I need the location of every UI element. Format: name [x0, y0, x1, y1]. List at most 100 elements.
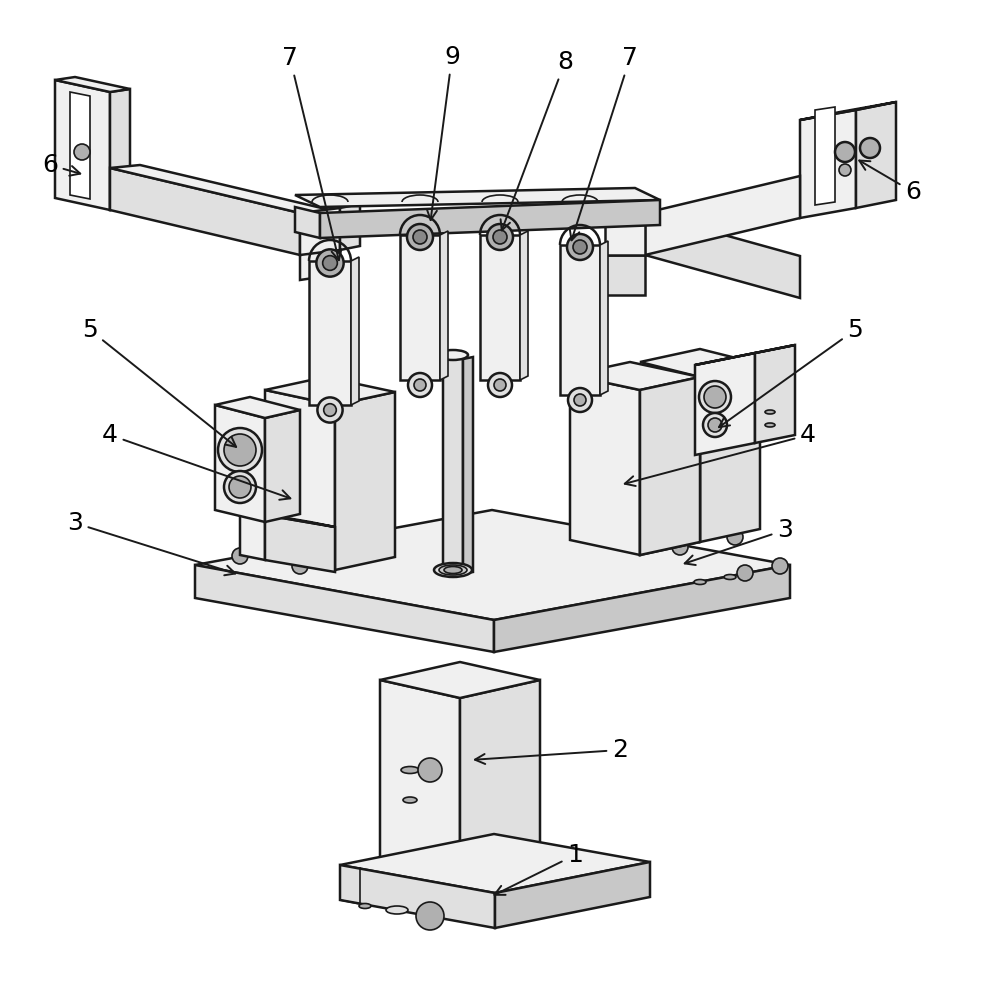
Polygon shape [560, 245, 600, 395]
Polygon shape [295, 188, 660, 207]
Circle shape [224, 471, 256, 503]
Circle shape [835, 142, 855, 162]
Polygon shape [55, 80, 110, 210]
Polygon shape [380, 680, 460, 880]
Polygon shape [340, 204, 360, 250]
Circle shape [232, 548, 248, 564]
Circle shape [703, 413, 727, 437]
Circle shape [574, 394, 586, 406]
Ellipse shape [386, 906, 408, 914]
Polygon shape [340, 834, 650, 893]
Polygon shape [605, 213, 645, 255]
Circle shape [573, 240, 587, 254]
Polygon shape [195, 565, 494, 652]
Polygon shape [856, 102, 896, 208]
Polygon shape [640, 377, 700, 555]
Polygon shape [645, 213, 800, 298]
Polygon shape [800, 110, 856, 218]
Polygon shape [340, 865, 495, 928]
Polygon shape [494, 565, 790, 652]
Polygon shape [440, 231, 448, 380]
Circle shape [74, 144, 90, 160]
Text: 6: 6 [860, 161, 921, 204]
Polygon shape [265, 515, 335, 572]
Circle shape [229, 476, 251, 498]
Circle shape [317, 397, 343, 423]
Polygon shape [265, 410, 300, 522]
Ellipse shape [434, 563, 472, 577]
Circle shape [324, 404, 336, 416]
Circle shape [708, 418, 722, 432]
Polygon shape [300, 208, 340, 255]
Polygon shape [300, 244, 340, 280]
Ellipse shape [359, 904, 371, 908]
Circle shape [699, 381, 731, 413]
Text: 5: 5 [82, 318, 236, 447]
Polygon shape [110, 168, 300, 255]
Circle shape [839, 164, 851, 176]
Ellipse shape [439, 565, 467, 575]
Text: 9: 9 [427, 45, 460, 220]
Polygon shape [400, 235, 440, 380]
Circle shape [672, 539, 688, 555]
Polygon shape [695, 345, 795, 365]
Polygon shape [215, 405, 265, 522]
Ellipse shape [438, 350, 468, 360]
Polygon shape [755, 345, 795, 443]
Polygon shape [240, 510, 335, 527]
Circle shape [488, 373, 512, 397]
Circle shape [224, 434, 256, 466]
Circle shape [494, 379, 506, 391]
Polygon shape [800, 102, 896, 120]
Polygon shape [265, 377, 395, 405]
Text: 3: 3 [685, 518, 793, 565]
Polygon shape [570, 362, 700, 390]
Polygon shape [815, 107, 835, 205]
Circle shape [568, 388, 592, 412]
Circle shape [772, 558, 788, 574]
Circle shape [218, 428, 262, 472]
Polygon shape [600, 241, 608, 395]
Polygon shape [110, 89, 130, 210]
Polygon shape [309, 261, 351, 405]
Text: 3: 3 [67, 511, 235, 575]
Polygon shape [570, 375, 640, 555]
Polygon shape [195, 510, 790, 620]
Polygon shape [110, 165, 330, 213]
Text: 7: 7 [282, 46, 341, 260]
Polygon shape [265, 390, 335, 570]
Ellipse shape [403, 797, 417, 803]
Circle shape [416, 902, 444, 930]
Text: 2: 2 [475, 738, 628, 764]
Ellipse shape [694, 580, 706, 584]
Polygon shape [295, 207, 320, 238]
Text: 5: 5 [719, 318, 863, 427]
Polygon shape [240, 510, 265, 560]
Text: 6: 6 [42, 153, 80, 177]
Polygon shape [640, 377, 700, 555]
Polygon shape [55, 77, 130, 92]
Polygon shape [520, 231, 528, 380]
Polygon shape [463, 357, 473, 574]
Circle shape [408, 373, 432, 397]
Text: 7: 7 [570, 46, 638, 240]
Circle shape [493, 230, 507, 244]
Polygon shape [443, 355, 463, 574]
Circle shape [316, 249, 344, 277]
Polygon shape [460, 680, 540, 880]
Polygon shape [495, 862, 650, 928]
Circle shape [418, 758, 442, 782]
Circle shape [413, 230, 427, 244]
Circle shape [567, 234, 593, 260]
Ellipse shape [444, 566, 462, 574]
Text: 4: 4 [624, 423, 816, 486]
Polygon shape [700, 364, 760, 542]
Circle shape [737, 565, 753, 581]
Ellipse shape [724, 574, 736, 580]
Circle shape [292, 558, 308, 574]
Circle shape [704, 386, 726, 408]
Polygon shape [320, 200, 660, 238]
Circle shape [860, 138, 880, 158]
Polygon shape [640, 349, 760, 377]
Polygon shape [351, 257, 359, 405]
